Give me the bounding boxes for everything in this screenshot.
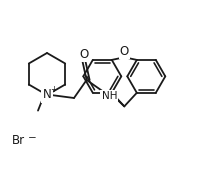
Text: O: O [120,45,129,58]
Text: Br: Br [12,135,25,148]
Text: O: O [79,49,88,62]
Text: NH: NH [101,91,117,101]
Text: N: N [43,89,51,102]
Text: +: + [51,86,57,94]
Text: −: − [28,133,37,143]
